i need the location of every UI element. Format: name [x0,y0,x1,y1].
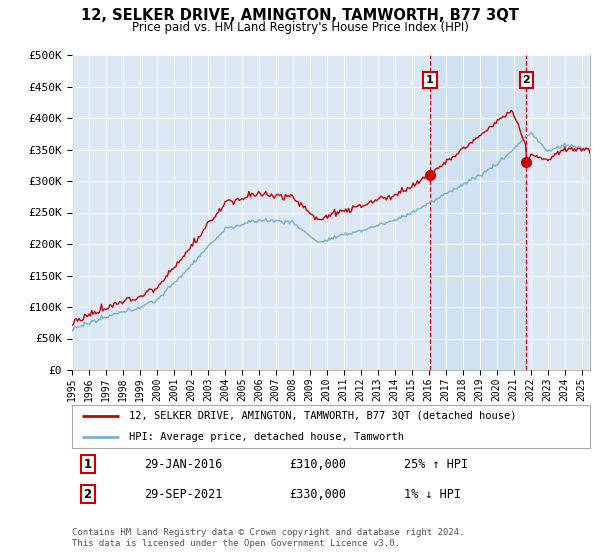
Text: Price paid vs. HM Land Registry's House Price Index (HPI): Price paid vs. HM Land Registry's House … [131,21,469,34]
Text: 12, SELKER DRIVE, AMINGTON, TAMWORTH, B77 3QT: 12, SELKER DRIVE, AMINGTON, TAMWORTH, B7… [81,8,519,24]
Text: 2: 2 [523,75,530,85]
Bar [430,55,526,370]
Text: 12, SELKER DRIVE, AMINGTON, TAMWORTH, B77 3QT (detached house): 12, SELKER DRIVE, AMINGTON, TAMWORTH, B7… [129,410,517,421]
Text: £330,000: £330,000 [290,488,347,501]
Text: £310,000: £310,000 [290,458,347,470]
Text: 29-SEP-2021: 29-SEP-2021 [145,488,223,501]
Text: 1: 1 [426,75,434,85]
Text: HPI: Average price, detached house, Tamworth: HPI: Average price, detached house, Tamw… [129,432,404,442]
Text: 1: 1 [83,458,92,470]
Text: 25% ↑ HPI: 25% ↑ HPI [404,458,467,470]
Text: 2: 2 [83,488,92,501]
Text: Contains HM Land Registry data © Crown copyright and database right 2024.
This d: Contains HM Land Registry data © Crown c… [72,528,464,548]
Text: 1% ↓ HPI: 1% ↓ HPI [404,488,461,501]
Text: 29-JAN-2016: 29-JAN-2016 [145,458,223,470]
